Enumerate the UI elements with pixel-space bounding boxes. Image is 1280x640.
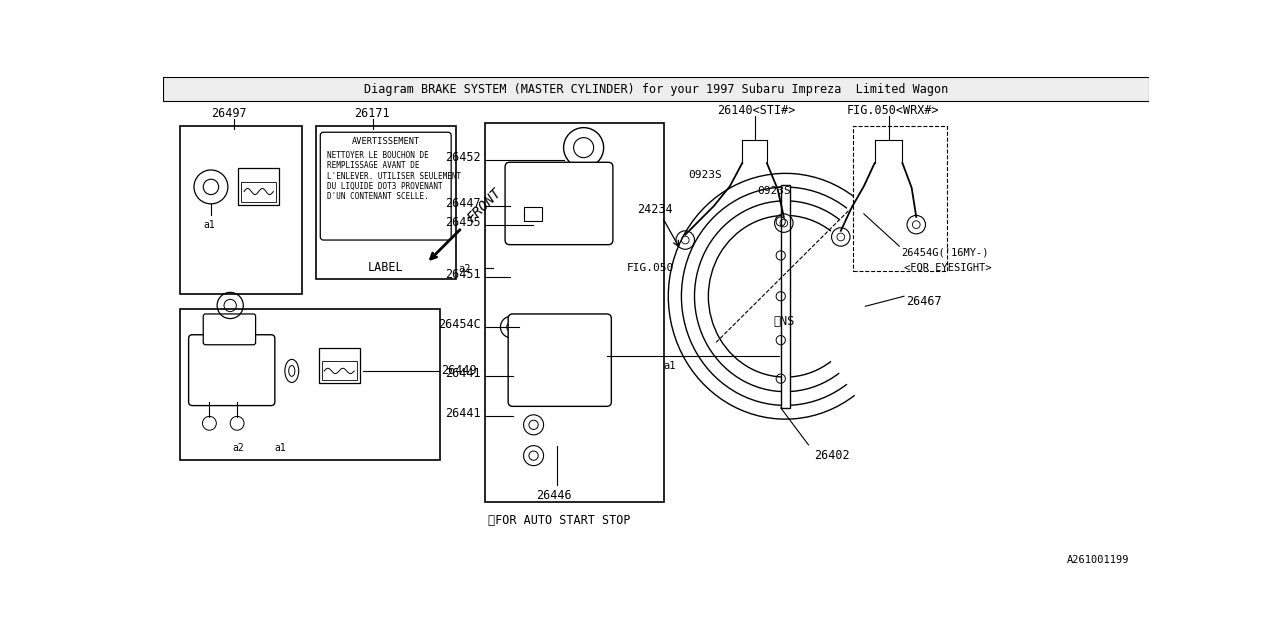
FancyBboxPatch shape	[508, 314, 612, 406]
Text: ※FOR AUTO START STOP: ※FOR AUTO START STOP	[488, 514, 630, 527]
Text: FIG.050<WRX#>: FIG.050<WRX#>	[847, 104, 940, 117]
Bar	[854, 126, 947, 271]
Text: 26441: 26441	[445, 407, 481, 420]
Text: a1: a1	[664, 360, 676, 371]
Text: 26447: 26447	[445, 197, 481, 211]
Text: a1: a1	[275, 443, 287, 453]
Bar	[180, 309, 440, 460]
Text: 24234: 24234	[637, 203, 673, 216]
Text: 26497: 26497	[211, 108, 247, 120]
Text: 26441: 26441	[445, 367, 481, 380]
Text: 26140<STI#>: 26140<STI#>	[718, 104, 796, 117]
Text: 26455: 26455	[445, 216, 481, 229]
Text: 26402: 26402	[814, 449, 850, 462]
Bar	[241, 182, 276, 202]
Text: ※NS: ※NS	[773, 315, 795, 328]
Bar	[485, 123, 664, 502]
Bar	[781, 184, 790, 408]
Bar	[164, 77, 1149, 101]
Text: a2: a2	[458, 264, 471, 275]
Text: 0923S: 0923S	[758, 186, 791, 196]
Text: a2: a2	[233, 443, 244, 453]
Bar	[180, 126, 302, 294]
Text: 26467: 26467	[906, 295, 942, 308]
Text: AVERTISSEMENT: AVERTISSEMENT	[352, 137, 420, 146]
Text: 26454G('16MY-): 26454G('16MY-)	[901, 247, 988, 257]
Text: A261001199: A261001199	[1068, 556, 1129, 565]
Text: <FOR EYESIGHT>: <FOR EYESIGHT>	[904, 263, 992, 273]
Bar	[319, 348, 361, 383]
Text: LABEL: LABEL	[367, 261, 403, 275]
Bar	[316, 126, 456, 278]
FancyBboxPatch shape	[320, 132, 451, 240]
Text: 26454C: 26454C	[439, 318, 481, 332]
Text: NETTOYER LE BOUCHON DE
REMPLISSAGE AVANT DE
L'ENLEVER. UTILISER SEULEMENT
DU LIQ: NETTOYER LE BOUCHON DE REMPLISSAGE AVANT…	[328, 150, 461, 202]
Text: 26451: 26451	[445, 268, 481, 281]
FancyBboxPatch shape	[188, 335, 275, 406]
Text: FRONT: FRONT	[465, 185, 504, 225]
Bar	[321, 361, 357, 380]
Text: 26452: 26452	[445, 151, 481, 164]
FancyBboxPatch shape	[204, 314, 256, 345]
Bar	[524, 207, 541, 221]
Text: a1: a1	[204, 220, 215, 230]
Text: 26446: 26446	[536, 489, 571, 502]
Text: 0923S: 0923S	[689, 170, 722, 180]
Text: 26449: 26449	[442, 364, 476, 378]
Bar	[238, 168, 279, 205]
FancyBboxPatch shape	[506, 163, 613, 244]
Text: FIG.050: FIG.050	[627, 263, 675, 273]
Text: Diagram BRAKE SYSTEM (MASTER CYLINDER) for your 1997 Subaru Impreza  Limited Wag: Diagram BRAKE SYSTEM (MASTER CYLINDER) f…	[364, 83, 948, 95]
Text: 26171: 26171	[355, 108, 390, 120]
